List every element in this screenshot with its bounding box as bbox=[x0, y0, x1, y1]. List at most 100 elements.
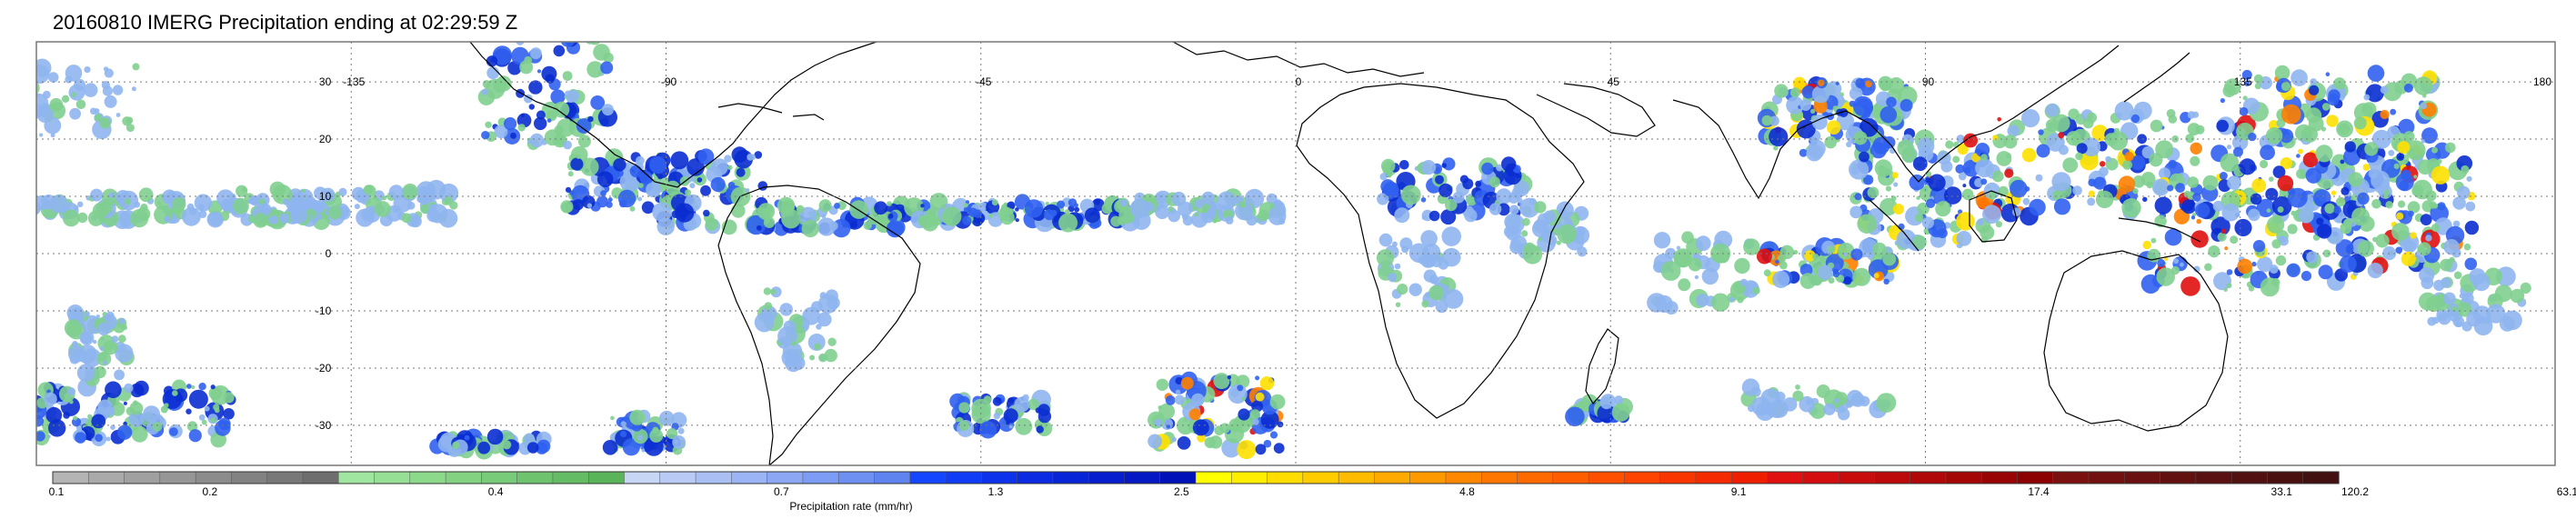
precipitation-cell bbox=[600, 61, 614, 75]
precipitation-cell bbox=[1997, 117, 2001, 122]
precipitation-cell bbox=[2384, 189, 2391, 195]
precipitation-cell bbox=[697, 148, 715, 165]
precipitation-cell bbox=[2118, 175, 2136, 193]
precipitation-cell bbox=[828, 221, 838, 231]
precipitation-cell bbox=[2181, 199, 2197, 215]
precipitation-cell bbox=[1268, 206, 1287, 225]
precipitation-cell bbox=[36, 65, 50, 84]
precipitation-cell bbox=[2080, 152, 2099, 171]
precipitation-cell bbox=[2099, 166, 2109, 177]
colorbar-swatch bbox=[1231, 471, 1268, 484]
colorbar-swatch bbox=[159, 471, 196, 484]
precipitation-cell bbox=[1897, 139, 1915, 157]
precipitation-cell bbox=[1796, 119, 1816, 139]
precipitation-cell bbox=[392, 205, 400, 214]
precipitation-cell bbox=[1379, 173, 1388, 181]
precipitation-cell bbox=[1773, 145, 1779, 151]
precipitation-cell bbox=[2280, 157, 2292, 170]
precipitation-cell bbox=[156, 201, 162, 205]
precipitation-cell bbox=[1955, 164, 1965, 174]
precipitation-cell bbox=[75, 99, 86, 110]
precipitation-cell bbox=[887, 201, 892, 207]
precipitation-cell bbox=[1956, 135, 1965, 144]
colorbar-swatch bbox=[1802, 471, 1839, 484]
precipitation-cell bbox=[2382, 82, 2402, 102]
precipitation-cell bbox=[560, 200, 574, 214]
precipitation-cell bbox=[65, 75, 73, 84]
precipitation-cell bbox=[2333, 77, 2346, 90]
colorbar-swatch bbox=[695, 471, 732, 484]
colorbar-tick-label: 0.7 bbox=[774, 485, 789, 498]
precipitation-cell bbox=[941, 215, 947, 220]
precipitation-cell bbox=[2248, 132, 2257, 142]
precipitation-cell bbox=[2239, 158, 2256, 175]
precipitation-cell bbox=[2367, 65, 2385, 82]
precipitation-cell bbox=[534, 116, 547, 131]
precipitation-cell bbox=[727, 182, 736, 189]
precipitation-cell bbox=[428, 204, 448, 224]
precipitation-cell bbox=[637, 196, 643, 202]
precipitation-cell bbox=[2066, 131, 2081, 146]
precipitation-cell bbox=[536, 110, 546, 120]
precipitation-cell bbox=[2076, 143, 2088, 155]
precipitation-cell bbox=[781, 209, 801, 229]
precipitation-cell bbox=[576, 154, 581, 159]
precipitation-cell bbox=[1194, 199, 1204, 209]
precipitation-cell bbox=[863, 221, 872, 230]
precipitation-cell bbox=[1879, 105, 1898, 124]
precipitation-cell bbox=[2168, 115, 2178, 124]
precipitation-cell bbox=[2265, 187, 2279, 201]
colorbar-swatch bbox=[88, 471, 125, 484]
precipitation-cell bbox=[2365, 84, 2384, 103]
colorbar-swatch bbox=[445, 471, 483, 484]
precipitation-cell bbox=[2133, 101, 2152, 120]
precipitation-cell bbox=[125, 124, 135, 133]
precipitation-cell bbox=[1963, 133, 1979, 148]
precipitation-cell bbox=[1863, 175, 1874, 185]
precipitation-cell bbox=[2361, 102, 2377, 117]
precipitation-cell bbox=[2022, 197, 2030, 205]
colorbar-swatch bbox=[124, 471, 161, 484]
precipitation-cell bbox=[186, 203, 195, 211]
precipitation-cell bbox=[2398, 118, 2415, 135]
precipitation-cell bbox=[1509, 240, 1524, 255]
precipitation-cell bbox=[1067, 198, 1078, 207]
precipitation-cell bbox=[486, 66, 500, 80]
precipitation-cell bbox=[1885, 185, 1892, 192]
precipitation-cell bbox=[988, 213, 994, 218]
precipitation-cell bbox=[2058, 132, 2065, 139]
precipitation-cell bbox=[2038, 129, 2044, 135]
precipitation-cell bbox=[1854, 193, 1862, 201]
colorbar-swatch bbox=[802, 471, 839, 484]
precipitation-cell bbox=[2072, 185, 2082, 195]
precipitation-cell bbox=[125, 116, 134, 125]
colorbar-tick-label: 120.2 bbox=[2341, 485, 2369, 498]
precipitation-cell bbox=[2421, 103, 2428, 110]
precipitation-cell bbox=[2380, 109, 2390, 120]
precipitation-cell bbox=[2137, 134, 2148, 145]
colorbar-swatch bbox=[1624, 471, 1661, 484]
precipitation-cell bbox=[492, 45, 513, 65]
precipitation-cell bbox=[1202, 208, 1208, 214]
precipitation-cell bbox=[2121, 198, 2141, 218]
precipitation-cell bbox=[516, 113, 532, 128]
colorbar-swatch bbox=[516, 471, 554, 484]
precipitation-cell bbox=[746, 215, 767, 235]
precipitation-cell bbox=[1435, 175, 1444, 185]
colorbar-tick-label: 17.4 bbox=[2028, 485, 2050, 498]
colorbar-swatch bbox=[552, 471, 589, 484]
precipitation-cell bbox=[1225, 215, 1234, 225]
colorbar-swatch bbox=[481, 471, 518, 484]
precipitation-cell bbox=[1961, 188, 1974, 201]
colorbar-swatch bbox=[2302, 471, 2340, 484]
precipitation-cell bbox=[528, 80, 543, 95]
precipitation-cell bbox=[182, 206, 201, 226]
precipitation-cell bbox=[1982, 205, 2001, 225]
colorbar-swatch bbox=[1909, 471, 1947, 484]
precipitation-cell bbox=[1846, 141, 1852, 148]
precipitation-cell bbox=[1383, 181, 1399, 197]
precipitation-cell bbox=[1154, 193, 1167, 205]
precipitation-cell bbox=[1879, 197, 1898, 216]
precipitation-cell bbox=[566, 89, 579, 103]
precipitation-cell bbox=[112, 85, 124, 95]
